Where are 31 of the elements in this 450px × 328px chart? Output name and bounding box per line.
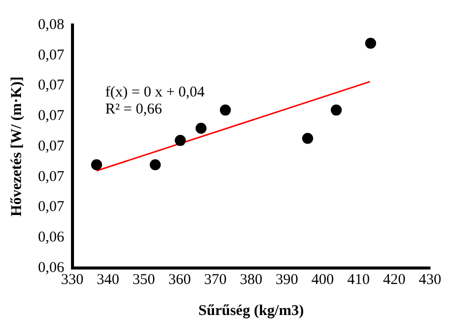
x-tick-label: 430 xyxy=(418,272,442,288)
point xyxy=(330,104,342,116)
y-tick-label: 0,07 xyxy=(38,168,65,185)
point xyxy=(365,38,376,49)
annotation: f(x) = 0 x + 0,04 xyxy=(105,84,206,100)
point xyxy=(91,159,102,170)
x-axis-title: Sűrűség (kg/m3) xyxy=(198,302,304,319)
point xyxy=(302,132,314,144)
annotation: R² = 0,66 xyxy=(105,101,162,118)
x-tick-label: 330 xyxy=(61,272,84,288)
x-tick-label: 410 xyxy=(347,272,370,288)
x-tick-label: 420 xyxy=(382,272,406,288)
x-tick-label: 370 xyxy=(204,272,227,288)
x-tick-label: 400 xyxy=(311,272,334,288)
y-tick-label: 0,07 xyxy=(38,199,65,216)
y-tick-label: 0,07 xyxy=(38,47,65,64)
y-tick-label: 0,06 xyxy=(38,230,65,246)
y-tick-label: 0,07 xyxy=(38,108,65,124)
point xyxy=(174,134,186,146)
x-tick-label: 390 xyxy=(276,272,298,288)
x-tick-label: 380 xyxy=(240,272,262,288)
x-tick-label: 360 xyxy=(168,272,191,288)
y-tick-label: 0,07 xyxy=(38,78,65,94)
point xyxy=(150,159,161,170)
y-tick-label: 0,07 xyxy=(38,138,65,154)
x-tick-label: 350 xyxy=(132,272,156,288)
point xyxy=(220,104,231,116)
x-tick-label: 340 xyxy=(96,272,120,288)
y-tick-label: 0,08 xyxy=(38,16,64,33)
y-axis-title: Hővezetés [W/ (m·K)] xyxy=(8,76,25,216)
point xyxy=(196,122,207,134)
